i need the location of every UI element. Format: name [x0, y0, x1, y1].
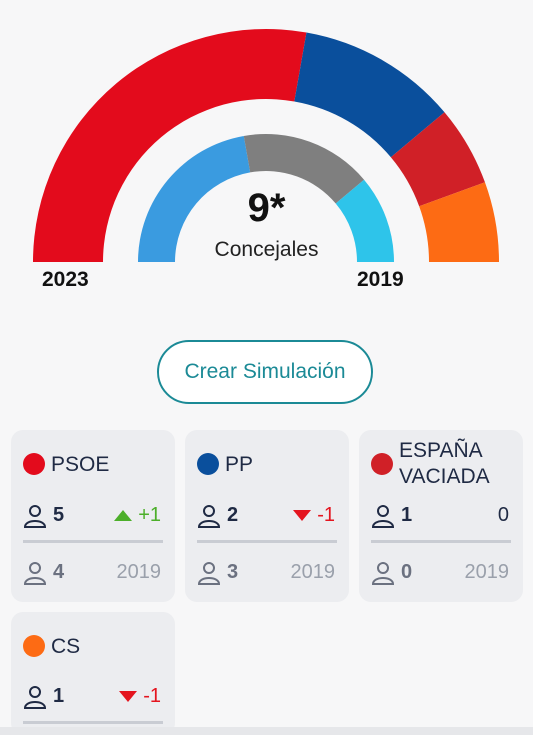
party-name: CS — [51, 635, 81, 658]
person-icon — [371, 504, 395, 533]
arc-2023-pp — [294, 32, 445, 158]
total-seats: 9* — [247, 186, 286, 230]
previous-seat-count: 3 — [227, 561, 239, 583]
seat-change: 0 — [497, 504, 509, 526]
person-icon — [23, 504, 47, 533]
current-seats-row: 2 -1 — [197, 502, 335, 530]
seats-label: Concejales — [214, 238, 319, 261]
party-name: ESPAÑA VACIADA — [399, 439, 490, 488]
chart-2019-ring — [138, 134, 394, 262]
arrow-up-icon — [114, 510, 133, 522]
year-2023-label: 2023 — [42, 268, 89, 291]
seat-count: 2 — [227, 504, 239, 526]
arc-2023-españa-vaciada — [390, 112, 485, 207]
seat-change: +1 — [114, 504, 161, 527]
arc-2023-psoe — [33, 28, 307, 262]
previous-seats-row: 3 2019 — [197, 559, 335, 587]
current-seats-row: 5 +1 — [23, 502, 161, 530]
current-seats-row: 1 0 — [371, 502, 509, 530]
year-2019-label: 2019 — [357, 268, 404, 291]
previous-seat-count: 4 — [53, 561, 65, 583]
arrow-down-icon — [119, 691, 138, 703]
party-color-dot — [23, 453, 45, 475]
divider — [23, 540, 163, 543]
party-color-dot — [23, 635, 45, 657]
previous-year: 2019 — [464, 561, 510, 583]
arc-2019-psoe — [138, 135, 251, 262]
party-name: PP — [225, 453, 254, 476]
party-color-dot — [371, 453, 393, 475]
create-simulation-button[interactable]: Crear Simulación — [157, 340, 373, 404]
previous-seat-count: 0 — [401, 561, 413, 583]
current-seats-row: 1 -1 — [23, 683, 161, 711]
arc-2019-pp — [243, 134, 365, 204]
arc-2023-cs — [419, 182, 499, 262]
party-card-pp[interactable]: PP 2 -1 3 2019 — [185, 430, 349, 602]
previous-year: 2019 — [116, 561, 162, 583]
divider — [197, 540, 337, 543]
seats-chart — [33, 28, 499, 262]
previous-year: 2019 — [290, 561, 336, 583]
person-icon — [197, 504, 221, 533]
party-name: PSOE — [51, 453, 110, 476]
arc-2019-cs — [335, 179, 394, 262]
divider — [23, 721, 163, 724]
person-icon — [197, 561, 221, 590]
seat-count: 1 — [401, 504, 413, 526]
party-card-espana-vaciada[interactable]: ESPAÑA VACIADA 1 0 0 2019 — [359, 430, 523, 602]
bottom-scroll-edge — [0, 727, 533, 735]
previous-seats-row: 0 2019 — [371, 559, 509, 587]
party-color-dot — [197, 453, 219, 475]
previous-seats-row: 4 2019 — [23, 559, 161, 587]
seat-change: -1 — [119, 685, 161, 708]
person-icon — [23, 685, 47, 714]
chart-2023-ring — [33, 28, 499, 262]
arrow-down-icon — [293, 510, 312, 522]
person-icon — [23, 561, 47, 590]
party-card-psoe[interactable]: PSOE 5 +1 4 2019 — [11, 430, 175, 602]
person-icon — [371, 561, 395, 590]
seat-count: 1 — [53, 685, 65, 707]
party-card-cs[interactable]: CS 1 -1 — [11, 612, 175, 735]
seat-count: 5 — [53, 504, 65, 526]
divider — [371, 540, 511, 543]
seat-change: -1 — [293, 504, 335, 527]
